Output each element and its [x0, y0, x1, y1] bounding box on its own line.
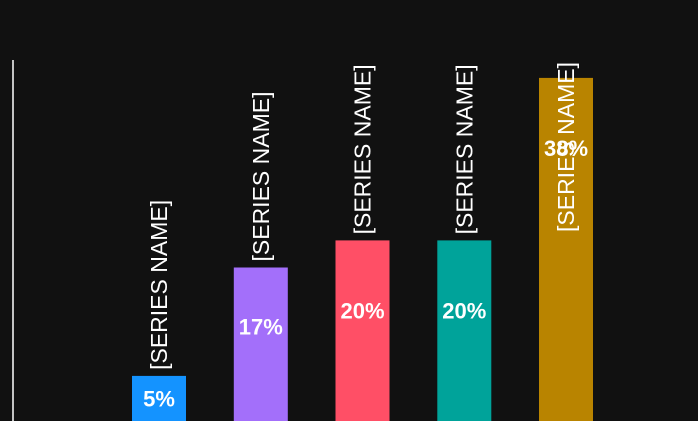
series-label-5: [SERIES NAME]: [553, 62, 579, 232]
series-label-1: [SERIES NAME]: [146, 200, 172, 370]
data-label-2: 17%: [239, 315, 283, 340]
series-label-4: [SERIES NAME]: [451, 64, 477, 234]
bar-4: [437, 240, 492, 421]
bars-group: [132, 77, 593, 421]
bar-1: [132, 375, 186, 421]
bar-3: [335, 240, 390, 421]
series-labels-group: [SERIES NAME] [SERIES NAME] [SERIES NAME] […: [146, 62, 579, 370]
bar-2: [233, 267, 288, 421]
series-label-2: [SERIES NAME]: [248, 92, 274, 262]
data-label-4: 20%: [442, 298, 486, 323]
series-label-3: [SERIES NAME]: [350, 64, 376, 234]
bar-5: [539, 77, 593, 421]
data-labels-group: 5% 17% 20% 20% 38%: [143, 136, 588, 412]
data-label-5: 38%: [544, 136, 588, 161]
data-label-1: 5%: [143, 386, 175, 411]
data-label-3: 20%: [340, 298, 384, 323]
